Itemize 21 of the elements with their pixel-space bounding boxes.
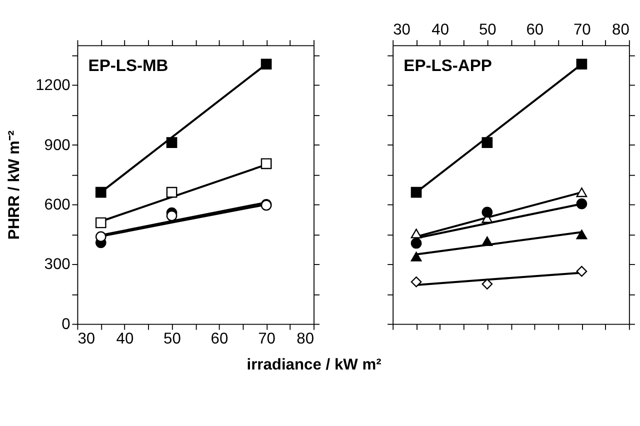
x-tick-label: 40	[116, 330, 134, 348]
x-tick-label: 70	[573, 22, 592, 39]
y-tick-label: 300	[44, 256, 71, 274]
annotation: EP-LS-MB	[88, 56, 168, 75]
x-tick-label: 80	[612, 22, 630, 39]
y-tick-label: 900	[44, 136, 71, 154]
x-tick-label: 30	[393, 22, 411, 39]
y-tick-label: 0	[62, 316, 71, 333]
x-tick-label: 30	[78, 330, 96, 348]
y-tick-label: 1200	[36, 77, 71, 94]
annotation: EP-LS-APP	[404, 56, 492, 75]
x-axis-title: irradiance / kW m²	[246, 356, 382, 374]
x-tick-label: 60	[210, 330, 228, 348]
x-tick-label: 70	[258, 330, 276, 348]
y-tick-label: 600	[44, 196, 71, 214]
x-tick-label: 40	[432, 22, 450, 39]
x-tick-label: 50	[478, 22, 497, 39]
x-tick-label: 50	[164, 330, 182, 348]
y-axis-title: PHRR / kW m⁻²	[6, 130, 24, 240]
x-tick-label: 60	[526, 22, 544, 39]
x-tick-label: 80	[296, 330, 314, 348]
